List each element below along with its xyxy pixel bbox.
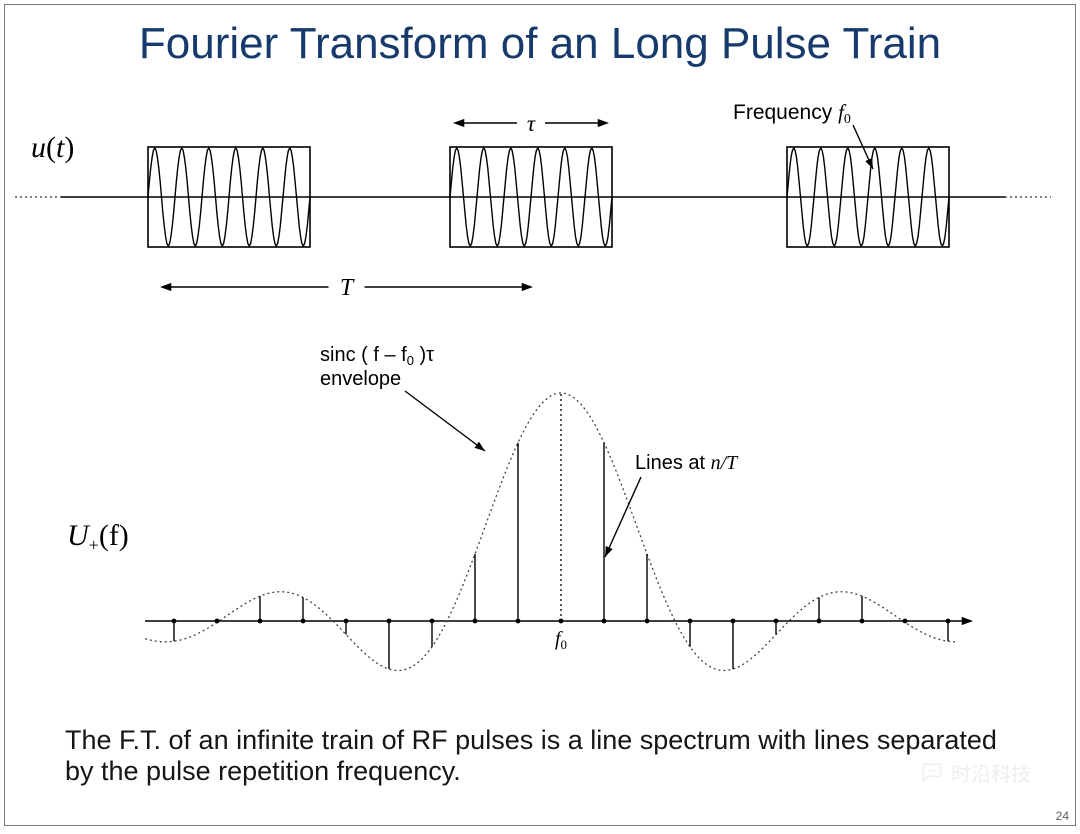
watermark: 时沿科技 <box>919 758 1031 787</box>
svg-text:T: T <box>340 275 355 301</box>
freq-domain-plot: f0U+(f)sinc ( f – f0 )τenvelopeLines at … <box>105 321 975 703</box>
svg-text:Lines at n/T: Lines at n/T <box>635 452 739 474</box>
svg-text:U+(f): U+(f) <box>67 519 129 555</box>
watermark-text: 时沿科技 <box>951 758 1031 787</box>
slide-frame: Fourier Transform of an Long Pulse Train… <box>4 4 1076 826</box>
svg-text:τ: τ <box>527 111 536 136</box>
slide-title: Fourier Transform of an Long Pulse Train <box>5 19 1075 69</box>
svg-text:u(t): u(t) <box>31 131 74 164</box>
caption-text: The F.T. of an infinite train of RF puls… <box>65 725 1025 787</box>
svg-text:Frequency f0: Frequency f0 <box>733 100 851 127</box>
time-domain-plot: τ T Frequency f0 u(t) <box>13 99 1053 309</box>
slide-number: 24 <box>1056 809 1069 823</box>
chat-icon <box>919 760 945 786</box>
svg-text:sinc ( f – f0 )τ: sinc ( f – f0 )τ <box>320 344 434 368</box>
svg-text:envelope: envelope <box>320 368 401 390</box>
svg-text:f0: f0 <box>555 628 567 652</box>
